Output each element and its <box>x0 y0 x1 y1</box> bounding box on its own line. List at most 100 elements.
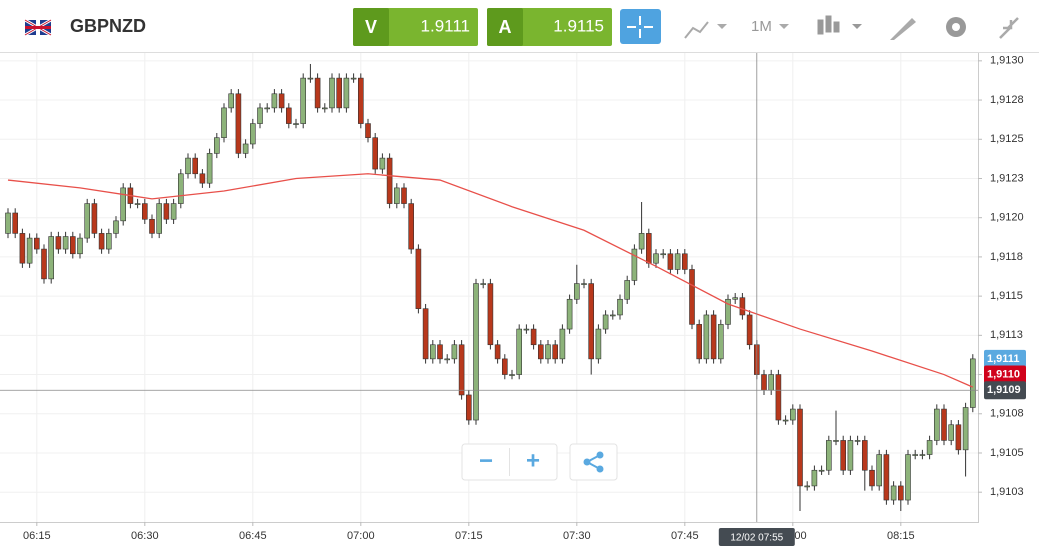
candle-body <box>897 485 904 501</box>
candle-body <box>451 344 458 360</box>
plot-area: 1,9130 1,9128 1,9125 1,9123 1,9120 1,9118 1,91… <box>0 53 1026 546</box>
y-tick-label: 1,9130 <box>990 55 1024 67</box>
candle-body <box>98 233 105 250</box>
zoom-out[interactable]: − <box>479 447 493 474</box>
candle <box>617 294 623 320</box>
candle <box>365 118 371 143</box>
candle <box>314 73 321 113</box>
candle <box>933 404 940 446</box>
candle-body <box>761 374 767 391</box>
candle-body <box>696 324 703 360</box>
candle-body <box>77 237 83 255</box>
y-tick-label: 1,9105 <box>990 447 1024 459</box>
candle-body <box>573 283 580 300</box>
candle <box>285 103 292 129</box>
candle <box>530 324 537 350</box>
candle <box>12 208 18 239</box>
candle <box>739 292 746 320</box>
candle <box>581 278 587 289</box>
candle-body <box>876 454 883 487</box>
candle-style-button[interactable] <box>817 15 862 35</box>
candle <box>545 340 551 364</box>
candle <box>811 465 818 491</box>
candle <box>674 249 681 275</box>
share-button[interactable] <box>569 443 618 481</box>
candle-body <box>62 236 69 250</box>
candle <box>631 244 638 286</box>
candle-body <box>653 253 659 264</box>
candle-body <box>379 157 386 170</box>
candle <box>357 73 364 129</box>
candle-body <box>357 77 364 124</box>
candle <box>214 132 220 159</box>
candle <box>33 233 40 254</box>
candle <box>559 324 566 364</box>
candle <box>969 354 976 413</box>
candle-body <box>840 440 847 471</box>
collapse-button[interactable] <box>999 17 1019 39</box>
candle-body <box>933 408 940 441</box>
candle-body <box>501 358 508 375</box>
candle-body <box>163 203 170 220</box>
candle <box>487 278 494 350</box>
candle <box>804 481 811 491</box>
candle-body <box>804 485 811 488</box>
candle-body <box>883 454 890 501</box>
candle-body <box>818 469 825 472</box>
candle <box>861 435 868 491</box>
x-tick-label: 06:30 <box>131 530 159 542</box>
candle-body <box>825 440 832 471</box>
candle <box>566 294 573 334</box>
candle <box>221 103 227 143</box>
candle-body <box>516 328 523 375</box>
candle-body <box>41 248 47 280</box>
zoom-in[interactable]: + <box>526 447 540 474</box>
candle <box>869 465 875 491</box>
candle-body <box>314 77 321 109</box>
candle <box>278 89 285 113</box>
candle-body <box>509 374 515 376</box>
candle <box>451 340 458 364</box>
candle-body <box>955 424 962 451</box>
interval-button[interactable]: 1M <box>751 18 772 35</box>
candle <box>242 139 249 159</box>
crosshair-button[interactable] <box>620 9 661 44</box>
candle-body <box>811 469 818 487</box>
candle-body <box>278 93 285 109</box>
ask-label: A <box>499 17 512 37</box>
candle-body <box>948 424 955 441</box>
candle-body <box>250 123 256 145</box>
flag <box>24 18 52 37</box>
candle-body <box>300 77 307 124</box>
ask-price: 1.9115 <box>553 16 604 35</box>
candle <box>343 73 350 113</box>
x-tick-label: 08:15 <box>887 530 915 542</box>
candle <box>235 89 242 159</box>
chart-type-button[interactable] <box>684 21 727 39</box>
candle-body <box>775 374 782 421</box>
candle <box>523 324 530 334</box>
candle <box>113 216 119 239</box>
candle <box>775 369 782 425</box>
y-tick-label: 1,9108 <box>990 408 1024 420</box>
candle <box>732 292 739 304</box>
candle <box>847 435 854 475</box>
candle <box>588 278 595 375</box>
price-marker-label: 1,9110 <box>987 368 1020 380</box>
candle <box>106 228 112 254</box>
candle-body <box>408 203 415 250</box>
candle-body <box>969 358 976 408</box>
candle-body <box>5 212 11 234</box>
candle <box>120 183 126 226</box>
candle-body <box>782 419 789 422</box>
candle <box>473 278 479 425</box>
settings-button[interactable] <box>946 17 966 37</box>
crosshair-time-label: 12/02 07:55 <box>730 533 783 544</box>
candle <box>250 118 256 149</box>
candle <box>912 449 919 460</box>
candle <box>62 231 69 254</box>
candle-body <box>437 344 443 360</box>
drawing-button[interactable] <box>890 18 916 40</box>
candle-body <box>595 328 602 360</box>
moving-average-line <box>7 173 974 388</box>
